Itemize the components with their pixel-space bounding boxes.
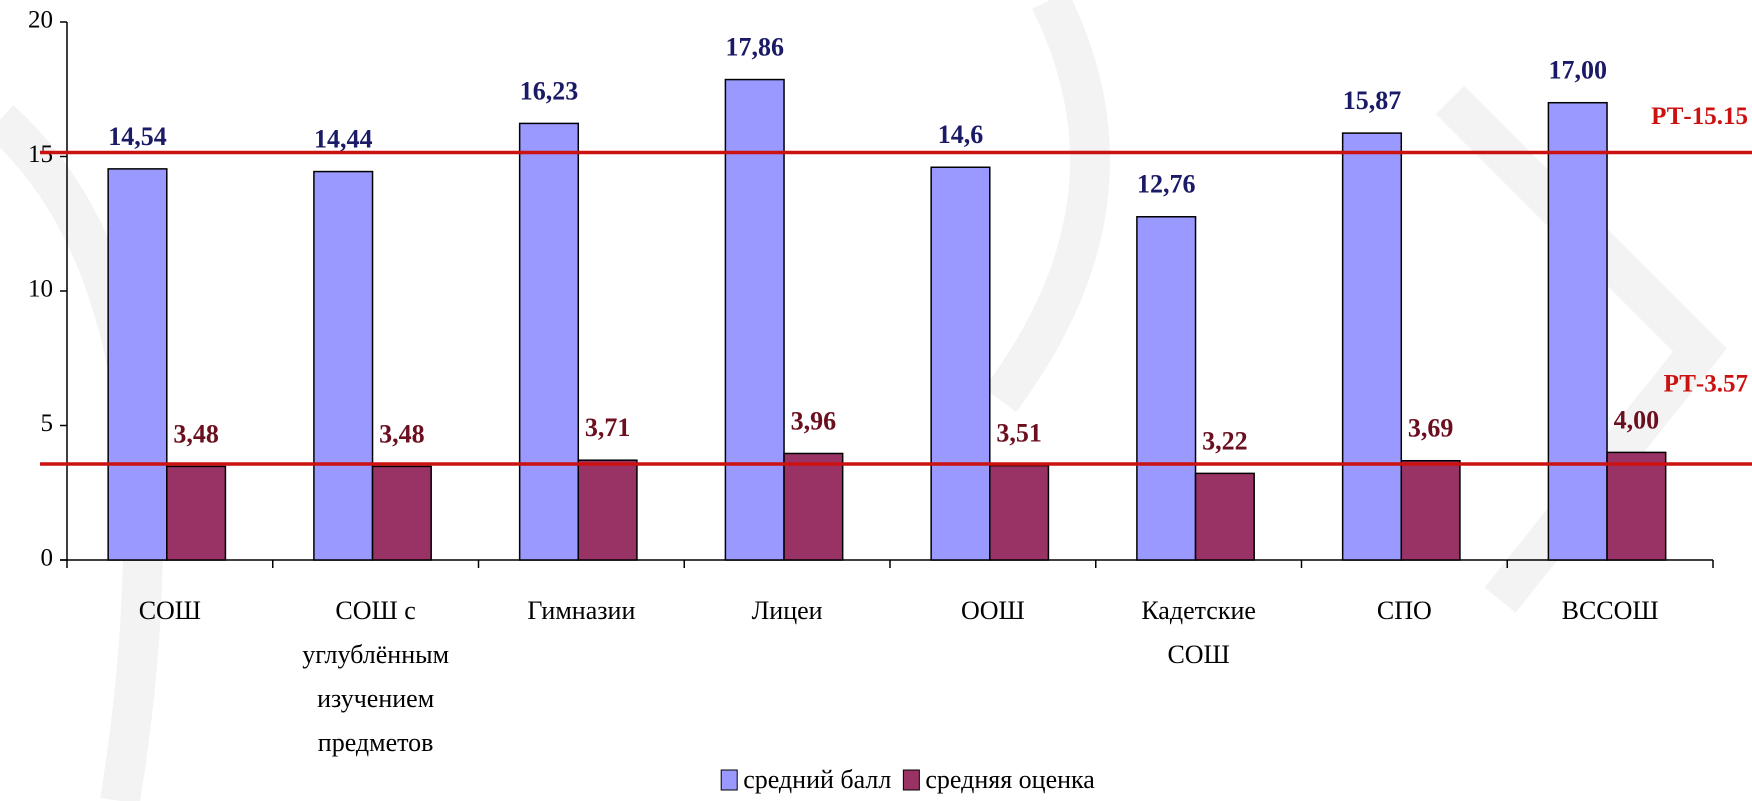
x-tick-label: Лицеи: [752, 596, 823, 625]
value-label: 12,76: [1137, 170, 1196, 199]
legend-swatch: [902, 769, 920, 791]
y-tick-label: 5: [41, 410, 54, 437]
value-label: 17,00: [1548, 56, 1607, 85]
bar: [930, 166, 991, 561]
legend: средний балл средняя оценка: [720, 765, 1095, 794]
bar: [1606, 451, 1667, 561]
value-label: 3,48: [173, 419, 219, 448]
x-tick-label: СОШ с углублённым изучением предметов: [302, 596, 449, 757]
x-tick-label: Кадетские СОШ: [1141, 596, 1256, 669]
reference-label: РТ-15.15: [1651, 103, 1748, 130]
bar: [1547, 101, 1608, 561]
value-label: 3,51: [996, 419, 1042, 448]
value-label: 17,86: [725, 33, 784, 62]
value-label: 4,00: [1614, 405, 1660, 434]
x-tick-label: ВССОШ: [1562, 596, 1659, 625]
value-label: 14,44: [314, 125, 373, 154]
value-label: 3,96: [791, 406, 837, 435]
legend-label: средняя оценка: [925, 765, 1095, 794]
y-tick-label: 15: [28, 141, 53, 168]
x-tick-label: СОШ: [139, 596, 201, 625]
bar: [166, 465, 227, 561]
value-label: 3,48: [379, 419, 425, 448]
value-label: 14,6: [938, 120, 984, 149]
bar: [989, 464, 1050, 561]
y-tick-label: 10: [28, 276, 53, 303]
bar: [313, 170, 374, 561]
bar: [371, 465, 432, 561]
value-label: 15,87: [1343, 86, 1402, 115]
bar: [1341, 132, 1403, 561]
bar: [577, 459, 638, 561]
x-tick-label: ООШ: [961, 596, 1025, 625]
value-label: 3,22: [1202, 426, 1248, 455]
value-label: 3,69: [1408, 414, 1454, 443]
bar: [1400, 459, 1461, 561]
x-tick-label: СПО: [1377, 596, 1432, 625]
legend-label: средний балл: [743, 765, 891, 794]
bar: [107, 168, 168, 561]
bar: [518, 122, 580, 561]
bar: [1194, 472, 1255, 561]
y-tick-label: 20: [28, 7, 53, 34]
legend-swatch: [720, 769, 738, 791]
reference-label: РТ-3.57: [1664, 371, 1748, 398]
x-tick-label: Гимназии: [527, 596, 635, 625]
y-tick-label: 0: [41, 545, 54, 572]
value-label: 16,23: [520, 76, 579, 105]
value-label: 3,71: [585, 413, 631, 442]
bar: [724, 78, 785, 561]
value-label: 14,54: [108, 122, 167, 151]
bar: [783, 452, 844, 561]
bar: [1136, 216, 1197, 561]
